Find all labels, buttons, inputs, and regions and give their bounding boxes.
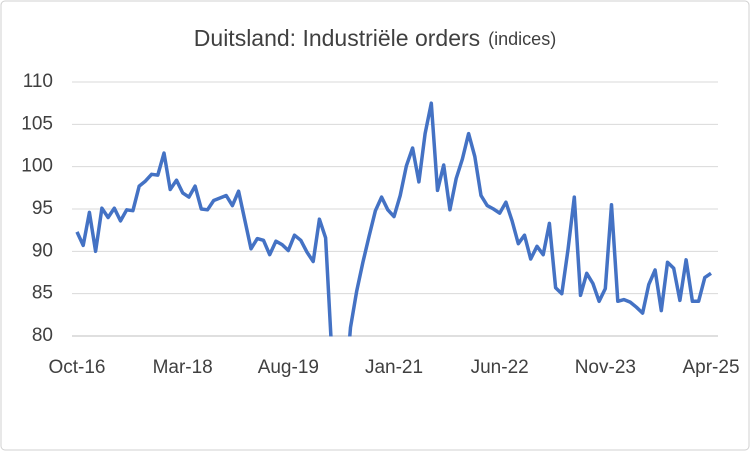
y-tick-label: 80 <box>32 325 53 346</box>
y-tick-label: 100 <box>21 156 53 177</box>
x-tick-label: Aug-19 <box>258 357 319 378</box>
y-tick-label: 90 <box>32 240 53 261</box>
y-tick-label: 95 <box>32 198 53 219</box>
chart-subtitle: (indices) <box>488 29 556 49</box>
y-tick-label: 105 <box>21 113 53 134</box>
x-tick-label: Jun-22 <box>471 357 529 378</box>
x-tick-label: Jan-21 <box>365 357 423 378</box>
x-tick-label: Nov-23 <box>575 357 636 378</box>
y-tick-label: 110 <box>23 71 53 92</box>
chart-title: Duitsland: Industriële orders <box>194 25 480 51</box>
data-line <box>75 101 712 337</box>
x-tick-label: Apr-25 <box>682 357 739 378</box>
x-tick-label: Oct-16 <box>48 357 105 378</box>
chart-title-group: Duitsland: Industriële orders (indices) <box>194 25 556 51</box>
y-tick-label: 85 <box>32 283 53 304</box>
x-tick-label: Mar-18 <box>153 357 213 378</box>
